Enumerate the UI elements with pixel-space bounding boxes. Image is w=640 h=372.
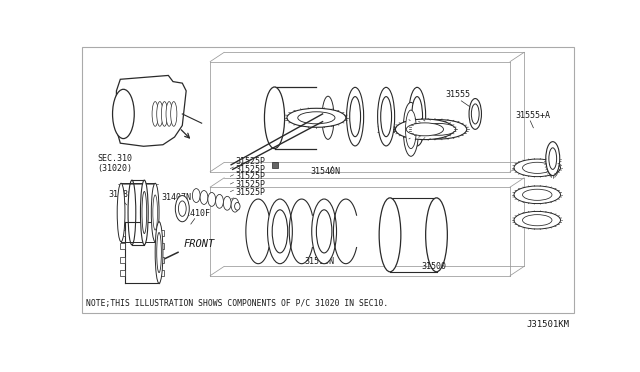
Ellipse shape bbox=[412, 97, 422, 137]
Ellipse shape bbox=[179, 201, 186, 217]
Text: 31525P: 31525P bbox=[235, 157, 265, 166]
Text: 31407N: 31407N bbox=[161, 193, 191, 202]
Ellipse shape bbox=[216, 195, 223, 208]
Ellipse shape bbox=[514, 186, 561, 203]
Ellipse shape bbox=[514, 211, 561, 229]
Bar bbox=[159, 230, 164, 236]
Text: 31540N: 31540N bbox=[310, 167, 340, 176]
Text: 31410F: 31410F bbox=[180, 209, 211, 218]
Ellipse shape bbox=[546, 142, 560, 176]
Ellipse shape bbox=[151, 183, 159, 242]
Ellipse shape bbox=[312, 199, 337, 264]
Bar bbox=[159, 257, 164, 263]
Ellipse shape bbox=[223, 196, 231, 210]
Bar bbox=[120, 257, 125, 263]
Text: FRONT: FRONT bbox=[183, 239, 214, 249]
Ellipse shape bbox=[522, 215, 552, 226]
Ellipse shape bbox=[287, 108, 346, 127]
Polygon shape bbox=[116, 76, 186, 146]
Ellipse shape bbox=[113, 89, 134, 139]
Ellipse shape bbox=[128, 180, 136, 245]
Ellipse shape bbox=[514, 159, 561, 177]
Ellipse shape bbox=[208, 192, 216, 206]
Ellipse shape bbox=[117, 183, 125, 242]
Ellipse shape bbox=[411, 120, 467, 139]
Ellipse shape bbox=[231, 198, 239, 212]
Text: NOTE;THIS ILLUSTRATION SHOWS COMPONENTS OF P/C 31020 IN SEC10.: NOTE;THIS ILLUSTRATION SHOWS COMPONENTS … bbox=[86, 299, 388, 308]
Ellipse shape bbox=[200, 190, 208, 205]
Ellipse shape bbox=[272, 210, 288, 253]
Ellipse shape bbox=[549, 148, 557, 169]
Ellipse shape bbox=[166, 102, 172, 126]
Ellipse shape bbox=[264, 87, 285, 148]
Bar bbox=[272, 163, 278, 168]
Ellipse shape bbox=[522, 162, 552, 173]
Ellipse shape bbox=[157, 102, 163, 126]
Ellipse shape bbox=[422, 124, 456, 135]
Ellipse shape bbox=[155, 222, 163, 283]
Bar bbox=[120, 270, 125, 276]
Ellipse shape bbox=[235, 202, 240, 210]
Ellipse shape bbox=[396, 119, 454, 140]
Ellipse shape bbox=[140, 180, 148, 245]
Text: 31525P: 31525P bbox=[235, 180, 265, 189]
Ellipse shape bbox=[157, 232, 161, 273]
Ellipse shape bbox=[381, 97, 392, 137]
Ellipse shape bbox=[403, 102, 419, 156]
Ellipse shape bbox=[193, 189, 200, 202]
Ellipse shape bbox=[406, 123, 444, 136]
Ellipse shape bbox=[408, 87, 426, 146]
Ellipse shape bbox=[322, 96, 334, 140]
Ellipse shape bbox=[316, 210, 332, 253]
Text: 31555+A: 31555+A bbox=[516, 111, 550, 120]
Ellipse shape bbox=[379, 198, 401, 272]
Text: 31525P: 31525P bbox=[235, 165, 265, 174]
Ellipse shape bbox=[171, 102, 177, 126]
Ellipse shape bbox=[378, 87, 395, 146]
Text: 31500: 31500 bbox=[421, 263, 446, 272]
Ellipse shape bbox=[406, 110, 417, 148]
Bar bbox=[120, 243, 125, 250]
Text: J31501KM: J31501KM bbox=[527, 320, 570, 329]
Bar bbox=[159, 270, 164, 276]
Ellipse shape bbox=[472, 104, 479, 124]
Ellipse shape bbox=[152, 102, 158, 126]
Bar bbox=[159, 243, 164, 250]
Text: 31555: 31555 bbox=[445, 90, 470, 99]
Ellipse shape bbox=[426, 198, 447, 272]
Text: 31435X: 31435X bbox=[376, 126, 406, 135]
Ellipse shape bbox=[142, 192, 147, 234]
Text: SEC.310
(31020): SEC.310 (31020) bbox=[97, 154, 132, 173]
Ellipse shape bbox=[298, 112, 335, 124]
Ellipse shape bbox=[175, 196, 189, 222]
Text: 31525P: 31525P bbox=[235, 172, 265, 182]
Ellipse shape bbox=[153, 195, 157, 230]
Ellipse shape bbox=[469, 99, 481, 129]
Text: 31589: 31589 bbox=[108, 190, 133, 199]
Ellipse shape bbox=[161, 102, 168, 126]
Text: 31525P: 31525P bbox=[235, 188, 265, 197]
Text: 31510N: 31510N bbox=[305, 257, 335, 266]
Ellipse shape bbox=[349, 97, 360, 137]
Bar bbox=[120, 230, 125, 236]
Ellipse shape bbox=[522, 189, 552, 201]
Ellipse shape bbox=[347, 87, 364, 146]
Ellipse shape bbox=[268, 199, 292, 264]
